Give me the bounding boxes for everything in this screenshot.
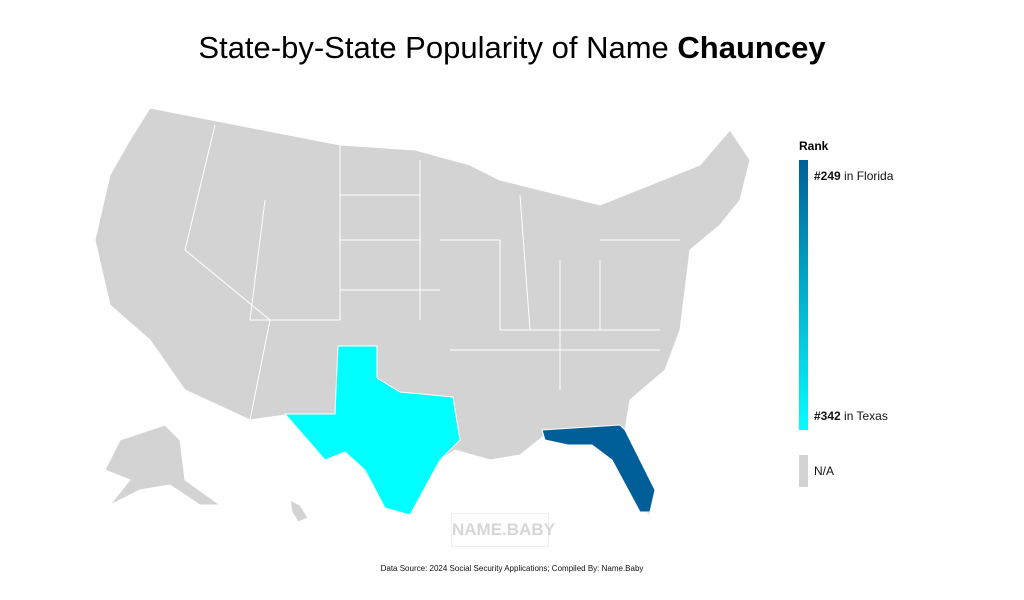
legend-na-swatch — [799, 455, 808, 487]
page-title: State-by-State Popularity of Name Chaunc… — [198, 30, 826, 65]
state-hawaii — [289, 499, 309, 523]
state-texas — [283, 345, 461, 516]
data-source-footer: Data Source: 2024 Social Security Applic… — [380, 564, 644, 573]
watermark-logo: NAME.BABY — [451, 513, 555, 547]
state-florida — [541, 424, 656, 513]
state-alaska — [104, 424, 222, 506]
legend-top-label: #249 in Florida — [814, 169, 894, 183]
legend-title: Rank — [799, 139, 829, 153]
legend-gradient-bar — [799, 160, 808, 430]
state-borders — [184, 124, 680, 421]
legend-na-label: N/A — [814, 464, 835, 478]
legend-bottom-label: #342 in Texas — [814, 409, 888, 423]
